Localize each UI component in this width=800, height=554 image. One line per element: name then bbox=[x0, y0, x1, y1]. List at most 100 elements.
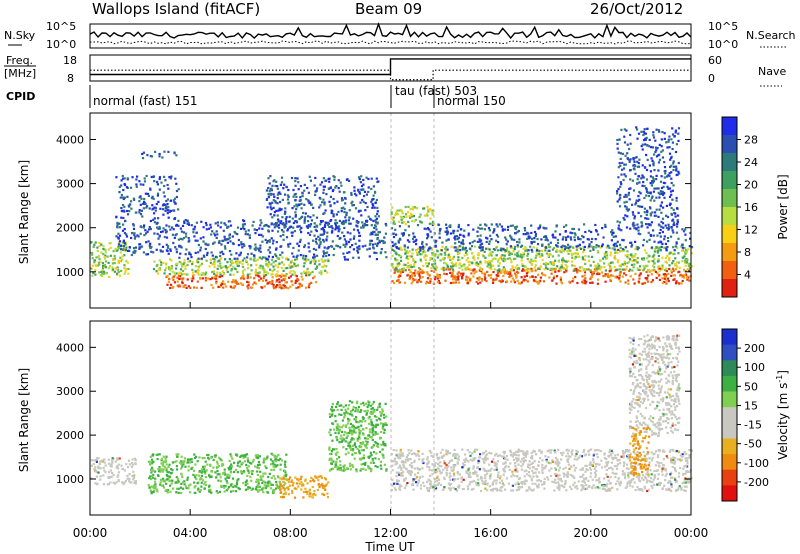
scatter-cell-9 bbox=[659, 249, 662, 252]
scatter-cell-6 bbox=[284, 223, 287, 226]
scatter-cell-4 bbox=[320, 273, 323, 276]
scatter-cell-5 bbox=[364, 244, 367, 247]
scatter-cell-8 bbox=[652, 260, 655, 263]
scatter-cell-3 bbox=[307, 286, 311, 289]
scatter-cell-10 bbox=[430, 209, 433, 212]
scatter-cell-10 bbox=[392, 216, 395, 219]
scatter-cell-5 bbox=[341, 231, 344, 234]
scatter-cell-3 bbox=[295, 275, 298, 278]
scatter-cell-1 bbox=[175, 460, 178, 463]
scatter-cell-7 bbox=[672, 278, 675, 282]
scatter-cell-9 bbox=[530, 231, 533, 235]
scatter-cell-8 bbox=[440, 267, 443, 270]
scatter-cell-7 bbox=[680, 273, 683, 276]
scatter-cell-11 bbox=[657, 169, 660, 172]
scatter-cell-6 bbox=[276, 197, 279, 200]
scatter-cell-7 bbox=[592, 272, 595, 275]
scatter-cell-5 bbox=[235, 252, 238, 255]
scatter-cell-6 bbox=[297, 188, 300, 191]
scatter-cell-2 bbox=[287, 478, 291, 481]
scatter-cell-5 bbox=[319, 237, 322, 240]
scatter-cell-3 bbox=[356, 408, 359, 411]
scatter-cell-1 bbox=[248, 486, 251, 489]
scatter-cell-3 bbox=[367, 465, 370, 468]
scatter-cell-7 bbox=[449, 271, 452, 274]
scatter-cell-1 bbox=[200, 471, 203, 474]
scatter-cell-8 bbox=[592, 260, 595, 263]
scatter-cell-5 bbox=[313, 234, 316, 237]
scatter-cell-8 bbox=[541, 259, 544, 262]
scatter-cell-9 bbox=[441, 241, 444, 244]
scatter-cell-1 bbox=[132, 197, 135, 200]
scatter-cell-8 bbox=[608, 246, 611, 250]
scatter-cell-5 bbox=[338, 225, 341, 228]
scatter-cell-7 bbox=[563, 271, 566, 274]
scatter-cell-4 bbox=[183, 273, 186, 276]
scatter-cell-4 bbox=[256, 258, 259, 261]
scatter-cell-1 bbox=[207, 454, 210, 457]
scatter-cell-7 bbox=[678, 270, 681, 273]
scatter-cell-7 bbox=[393, 271, 396, 274]
scatter-cell-3 bbox=[222, 286, 225, 289]
scatter-cell-9 bbox=[631, 243, 634, 247]
scatter-cell-7 bbox=[465, 279, 469, 282]
scatter-cell-11 bbox=[666, 146, 669, 149]
scatter-cell-4 bbox=[241, 265, 245, 268]
scatter-cell-10 bbox=[411, 215, 414, 218]
scatter-cell-7 bbox=[681, 279, 684, 283]
scatter-cell-3 bbox=[332, 448, 335, 451]
scatter-cell-1 bbox=[149, 188, 152, 191]
scatter-cell-1 bbox=[247, 471, 250, 474]
scatter-cell-0 bbox=[128, 477, 131, 481]
scatter-cell-11 bbox=[671, 141, 674, 144]
scatter-cell-8 bbox=[497, 258, 500, 261]
scatter-cell-3 bbox=[204, 276, 207, 279]
scatter-cell-0 bbox=[94, 241, 97, 244]
scatter-cell-0 bbox=[117, 269, 120, 272]
scatter-cell-8 bbox=[641, 257, 644, 260]
scatter-cell-9 bbox=[412, 240, 415, 243]
scatter-cell-2 bbox=[142, 151, 145, 154]
scatter-cell-3 bbox=[246, 285, 249, 288]
scatter-cell-4 bbox=[232, 273, 235, 276]
scatter-cell-4 bbox=[200, 262, 204, 265]
scatter-cell-11 bbox=[663, 196, 666, 199]
scatter-cell-9 bbox=[682, 230, 686, 233]
scatter-cell-5 bbox=[343, 255, 346, 259]
scatter-cell-3 bbox=[171, 276, 174, 279]
scatter-cell-3 bbox=[373, 410, 376, 413]
scatter-cell-8 bbox=[675, 264, 678, 267]
scatter-cell-6 bbox=[272, 180, 275, 183]
scatter-cell-8 bbox=[527, 252, 530, 255]
scatter-cell-11 bbox=[662, 185, 665, 188]
scatter-cell-8 bbox=[496, 249, 500, 252]
scatter-cell-9 bbox=[545, 227, 548, 230]
scatter-cell-5 bbox=[205, 228, 208, 231]
scatter-cell-7 bbox=[457, 281, 461, 284]
scatter-cell-9 bbox=[564, 230, 567, 233]
scatter-cell-7 bbox=[513, 272, 517, 275]
scatter-cell-11 bbox=[662, 226, 665, 229]
scatter-cell-10 bbox=[401, 212, 404, 215]
scatter-cell-0 bbox=[128, 480, 131, 483]
scatter-cell-11 bbox=[618, 138, 621, 141]
scatter-cell-0 bbox=[121, 255, 124, 258]
scatter-cell-6 bbox=[330, 225, 333, 228]
scatter-cell-1 bbox=[184, 485, 188, 488]
scatter-cell-6 bbox=[340, 207, 343, 210]
scatter-cell-8 bbox=[397, 254, 401, 257]
scatter-cell-9 bbox=[610, 231, 613, 234]
scatter-cell-5 bbox=[358, 247, 361, 250]
scatter-cell-5 bbox=[182, 236, 186, 240]
scatter-cell-7 bbox=[593, 268, 596, 271]
scatter-cell-8 bbox=[646, 257, 649, 260]
scatter-cell-4 bbox=[227, 266, 230, 269]
scatter-cell-9 bbox=[538, 226, 541, 229]
scatter-cell-5 bbox=[384, 222, 387, 226]
scatter-cell-5 bbox=[267, 249, 270, 252]
scatter-cell-7 bbox=[665, 269, 668, 273]
scatter-cell-6 bbox=[284, 217, 287, 221]
scatter-cell-3 bbox=[348, 446, 351, 449]
scatter-cell-11 bbox=[654, 146, 658, 149]
scatter-cell-3 bbox=[271, 279, 274, 282]
